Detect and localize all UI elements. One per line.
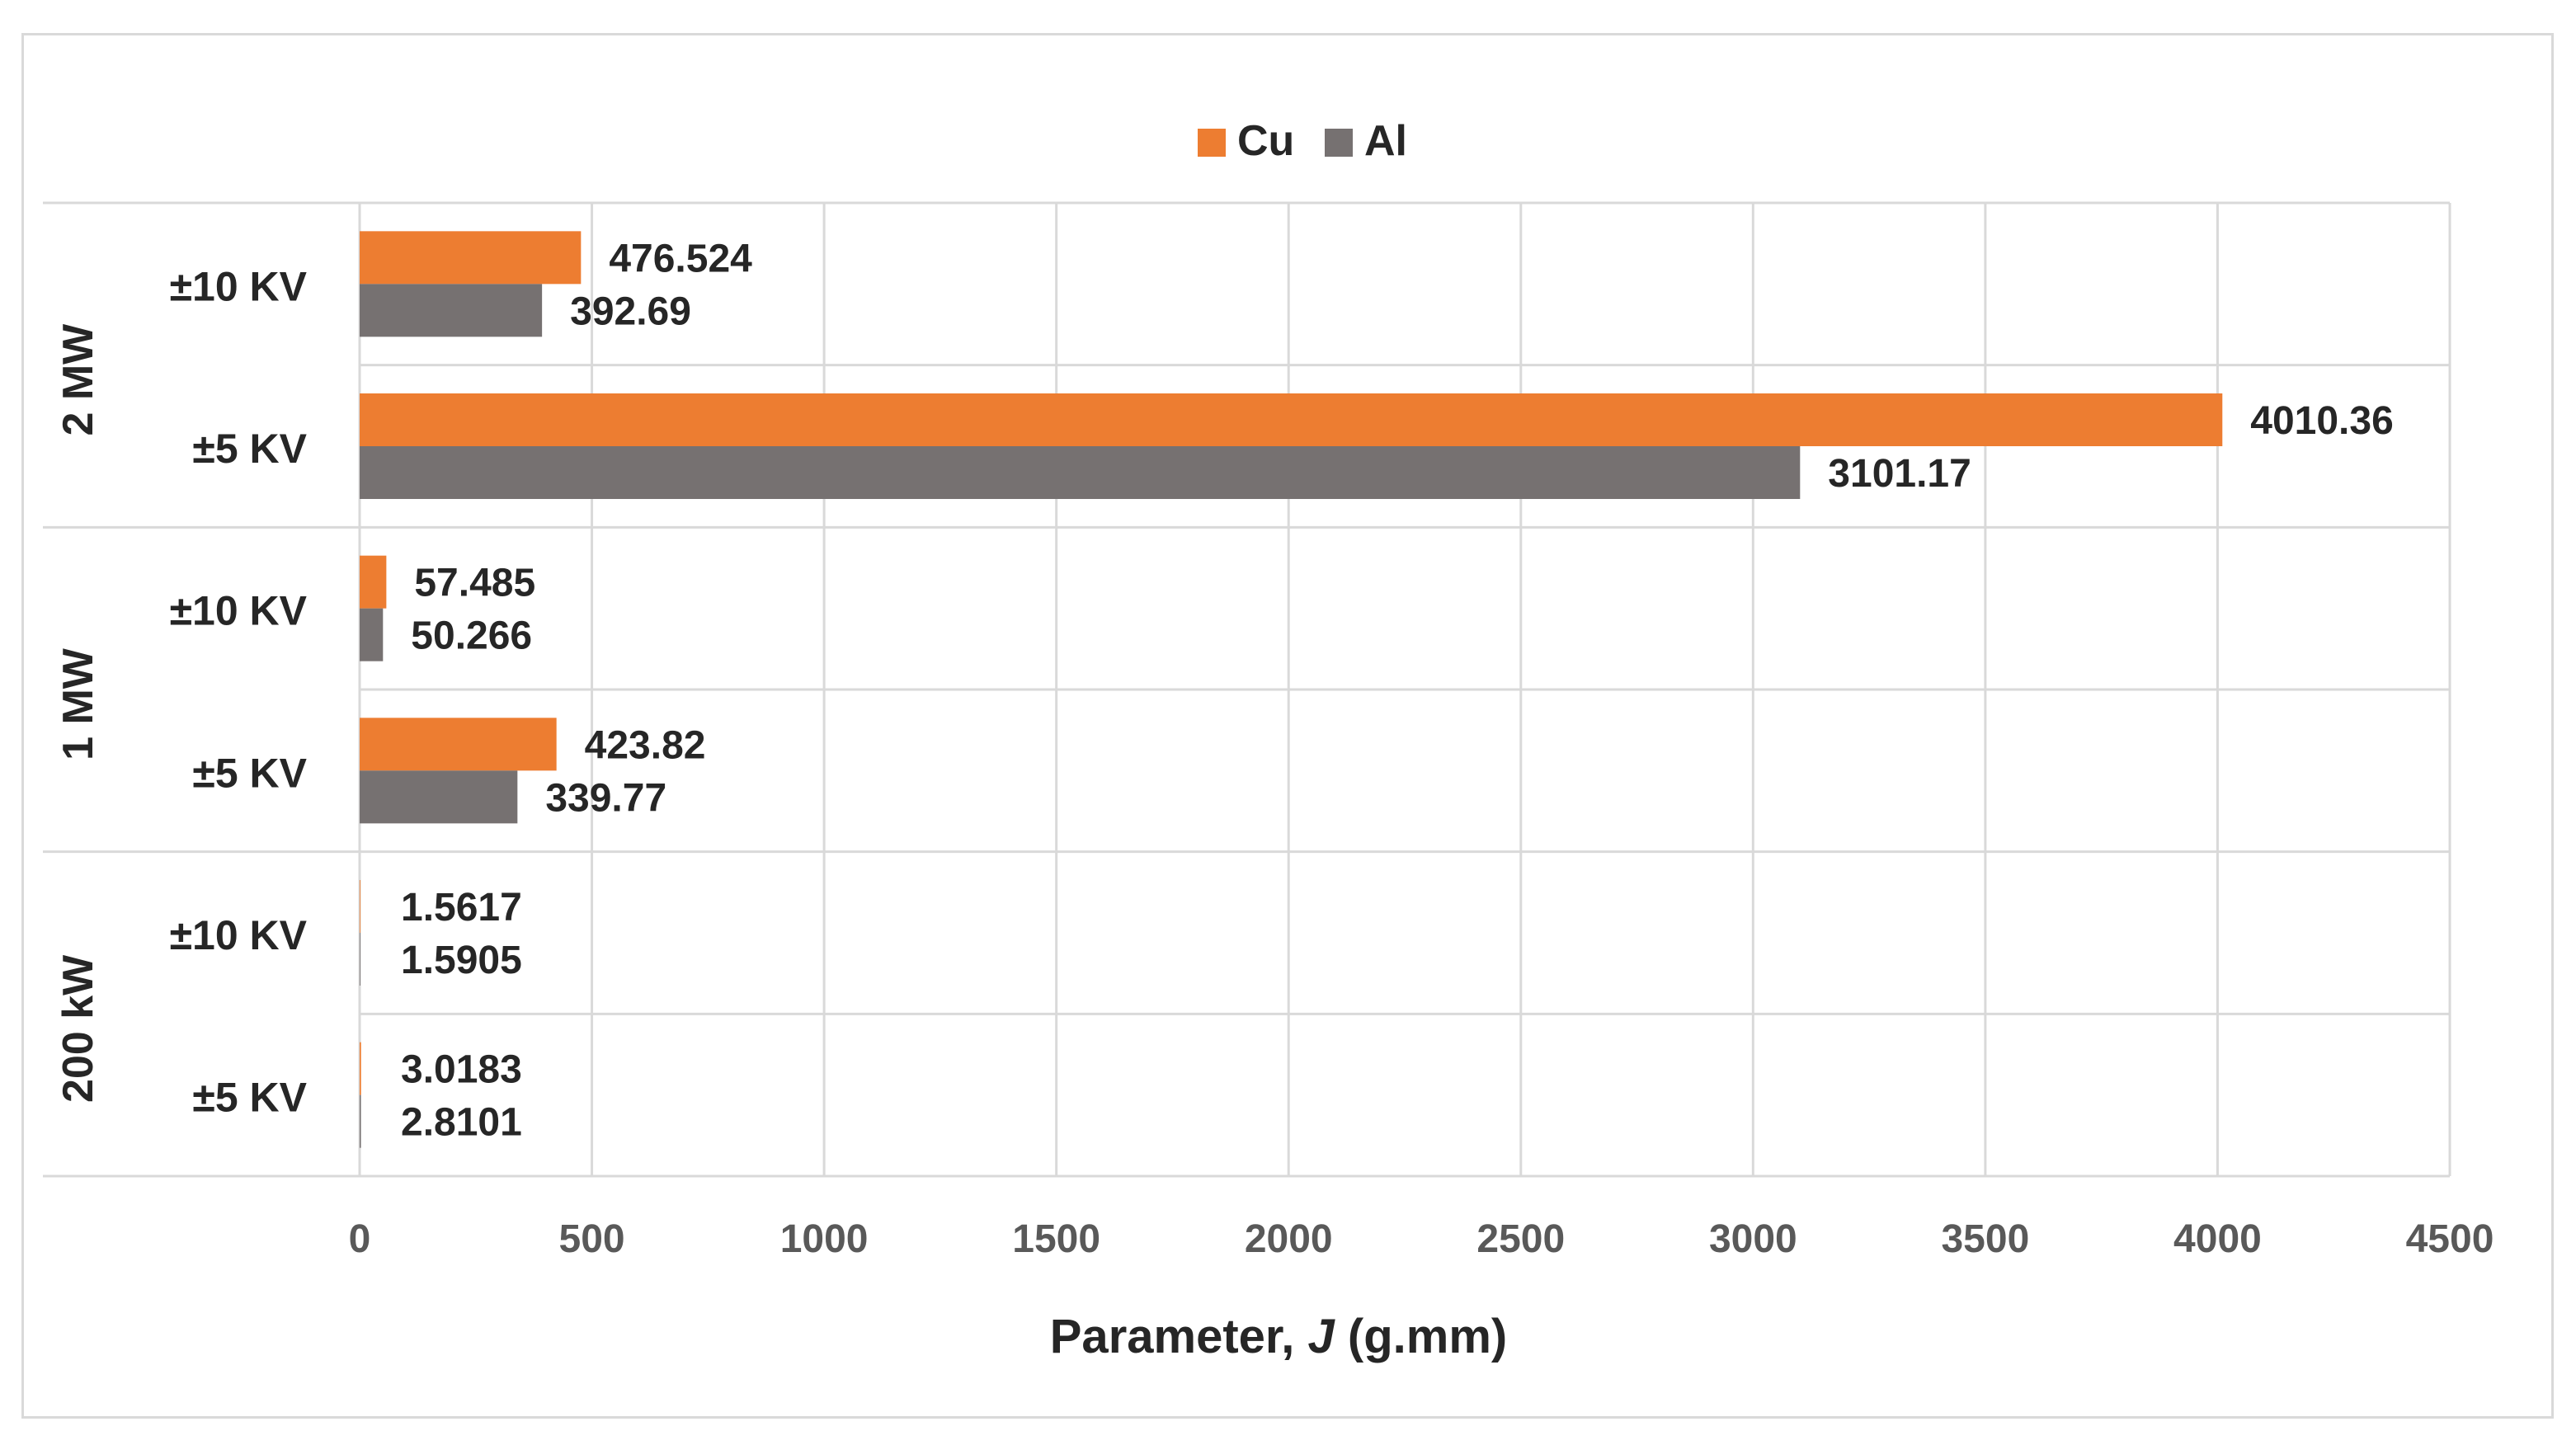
x-tick-label: 3000 bbox=[1709, 1217, 1797, 1261]
category-label: ±5 KV bbox=[192, 750, 307, 796]
data-label-al: 50.266 bbox=[411, 614, 532, 658]
bar-al bbox=[360, 1094, 361, 1148]
category-label: ±5 KV bbox=[192, 1075, 307, 1121]
category-label: ±10 KV bbox=[170, 912, 308, 958]
x-tick-label: 1500 bbox=[1012, 1217, 1100, 1261]
legend-swatch-cu bbox=[1198, 129, 1226, 157]
x-tick-label: 4000 bbox=[2173, 1217, 2262, 1261]
category-label: ±5 KV bbox=[192, 426, 307, 472]
x-tick-label: 4500 bbox=[2406, 1217, 2494, 1261]
bar-cu bbox=[360, 555, 387, 609]
data-label-cu: 423.82 bbox=[585, 723, 706, 767]
data-label-cu: 476.524 bbox=[609, 237, 752, 280]
bars-layer bbox=[360, 231, 2223, 1148]
group-label: 2 MW bbox=[54, 323, 102, 436]
x-tick-label: 3500 bbox=[1941, 1217, 2029, 1261]
x-tick-label: 1000 bbox=[780, 1217, 869, 1261]
group-label: 200 kW bbox=[54, 954, 102, 1103]
bar-al bbox=[360, 608, 384, 661]
x-tick-label: 500 bbox=[559, 1217, 625, 1261]
bar-al bbox=[360, 446, 1801, 499]
bar-cu bbox=[360, 718, 557, 771]
x-tick-label: 2000 bbox=[1245, 1217, 1333, 1261]
data-label-al: 392.69 bbox=[570, 289, 691, 333]
legend: Cu Al bbox=[1198, 117, 1407, 165]
legend-swatch-al bbox=[1325, 129, 1353, 157]
data-label-al: 339.77 bbox=[545, 776, 666, 820]
data-label-al: 3101.17 bbox=[1828, 452, 1971, 496]
legend-label-al: Al bbox=[1364, 117, 1407, 165]
category-label: ±10 KV bbox=[170, 263, 308, 309]
grid-layer bbox=[43, 201, 2451, 1178]
x-axis-title: Parameter, J (g.mm) bbox=[1050, 1310, 1507, 1363]
data-label-al: 1.5905 bbox=[401, 939, 522, 982]
bar-cu bbox=[360, 231, 582, 285]
data-label-cu: 3.0183 bbox=[401, 1048, 522, 1092]
data-label-cu: 4010.36 bbox=[2250, 399, 2394, 443]
data-label-cu: 1.5617 bbox=[401, 886, 522, 930]
category-label: ±10 KV bbox=[170, 588, 308, 634]
bar-cu bbox=[360, 1042, 361, 1095]
group-label: 1 MW bbox=[54, 647, 102, 760]
data-label-cu: 57.485 bbox=[414, 562, 535, 605]
bar-al bbox=[360, 284, 543, 337]
bar-cu bbox=[360, 393, 2223, 446]
x-tick-label: 0 bbox=[349, 1217, 371, 1261]
data-label-al: 2.8101 bbox=[401, 1101, 522, 1145]
labels-layer: 0 500 1000 1500 2000 2500 3000 3500 4000 4500 2 MW… bbox=[54, 237, 2494, 1261]
legend-label-cu: Cu bbox=[1237, 117, 1294, 165]
x-tick-label: 2500 bbox=[1476, 1217, 1565, 1261]
bar-al bbox=[360, 770, 518, 824]
